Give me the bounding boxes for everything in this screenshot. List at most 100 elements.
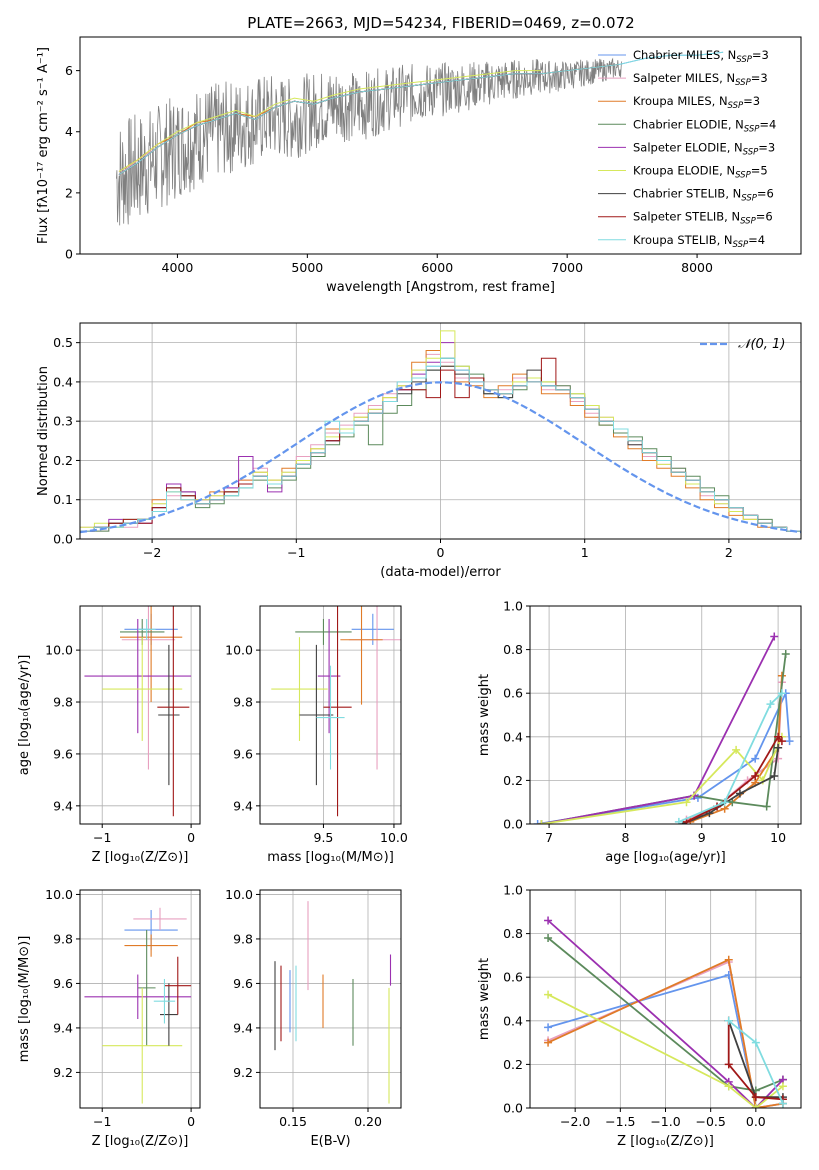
panel-age_vs_mass: 9.5 10.0 9.4 9.6 9.8 10.0 mass [log₁₀(M/M⊙)] [225, 605, 408, 865]
y-axis-label: mass [log₁₀(M/M⊙)] [17, 936, 32, 1063]
weight-point-marker [728, 798, 737, 807]
y-tick-label: 1.0 [503, 599, 523, 614]
y-tick-label: 0.2 [53, 453, 73, 468]
x-axis-label: Z [log₁₀(Z/Z⊙)] [92, 850, 189, 865]
y-tick-label: 10.0 [45, 887, 73, 902]
legend-subscript: SSP [736, 55, 752, 65]
y-tick-label: 10.0 [45, 643, 73, 658]
axes-frame [529, 605, 802, 825]
axes-frame [79, 605, 201, 825]
y-tick-label: 9.6 [53, 976, 73, 991]
y-tick-label: 0.1 [53, 492, 73, 507]
legend-entry: Kroupa STELIB, NSSP=4 [633, 233, 765, 250]
weight-series [682, 732, 786, 824]
error-bar-point [84, 974, 192, 1020]
x-axis-label: Z [log₁₀(Z/Z⊙)] [92, 1134, 189, 1149]
x-tick-label: −2.0 [560, 1114, 590, 1129]
legend-label: Chabrier ELODIE, N [633, 117, 744, 131]
y-tick-label: 0.0 [53, 532, 73, 547]
model-series-line [118, 70, 542, 172]
observed-spectrum-line [116, 57, 623, 226]
x-tick-label: 1 [581, 545, 589, 560]
error-bar-point [102, 637, 183, 741]
weight-point-marker [751, 1104, 760, 1108]
weight-point-marker [544, 990, 553, 999]
error-bar-point [295, 618, 352, 645]
weight-point-marker [724, 1016, 733, 1025]
error-bar-point [102, 987, 183, 1104]
weight-point-marker [774, 743, 783, 752]
x-tick-label: 10.0 [380, 830, 408, 845]
x-axis-label: wavelength [Angstrom, rest frame] [326, 280, 555, 295]
weight-series [537, 632, 779, 824]
weight-point-marker [774, 754, 783, 763]
x-tick-label: 6000 [421, 260, 453, 275]
x-axis-label: (data-model)/error [380, 565, 501, 580]
error-bar-point [120, 606, 183, 703]
weight-point-marker [544, 1038, 553, 1047]
legend-label: Kroupa MILES, N [633, 94, 728, 108]
x-tick-label: −1.0 [650, 1114, 680, 1129]
error-bar-point [133, 907, 187, 931]
axes-frame [259, 889, 402, 1109]
panel-massweight_vs_Z: −2.0 −1.5 −1.0 −0.5 0.0 0.0 0.2 0.4 0.6 0.8 1.0 Z [… [477, 883, 802, 1149]
legend-suffix: =6 [757, 187, 774, 201]
legend-entry: Salpeter STELIB, NSSP=6 [633, 210, 773, 227]
x-tick-label: 2 [725, 545, 733, 560]
weight-series-line [678, 692, 783, 823]
legend-label: Chabrier MILES, N [633, 48, 736, 62]
x-tick-label: 0.15 [279, 1114, 307, 1129]
weight-point-marker [735, 789, 744, 798]
weight-series [674, 689, 786, 824]
x-tick-label: 9 [698, 830, 706, 845]
y-tick-label: 1.0 [503, 883, 523, 898]
weight-point-marker [785, 737, 794, 746]
panel-mass_vs_Z: −1 0 9.2 9.4 9.6 9.8 10.0 Z [log₁₀(Z/Z⊙)] mass [… [17, 887, 201, 1149]
weight-point-marker [770, 632, 779, 641]
data-layer [271, 606, 401, 817]
x-tick-label: −1 [287, 545, 305, 560]
legend-subscript: SSP [735, 171, 751, 181]
y-tick-label: 9.8 [233, 695, 253, 710]
y-tick-label: 0.5 [53, 335, 73, 350]
y-tick-label: 0 [65, 247, 73, 262]
weight-point-marker [751, 1093, 760, 1102]
legend-suffix: =5 [751, 164, 768, 178]
panel-massweight_vs_age: 7 8 9 10 0.0 0.2 0.4 0.6 0.8 1.0 age [log₁₀(age/yr… [477, 599, 802, 865]
legend-label: Kroupa ELODIE, N [633, 164, 735, 178]
weight-point-marker [774, 732, 783, 741]
weight-series [724, 1016, 787, 1108]
y-tick-label: 0.4 [53, 374, 73, 389]
y-tick-label: 9.4 [233, 798, 253, 813]
error-bar-point [299, 644, 334, 786]
panel-spectrum: 4000 5000 6000 7000 8000 0 2 4 6 wavelength [Angs… [36, 36, 802, 295]
y-tick-label: 9.2 [53, 1065, 73, 1080]
weight-point-marker [724, 955, 733, 964]
data-layer [544, 916, 787, 1108]
weight-point-marker [720, 798, 729, 807]
y-tick-label: 0.6 [503, 970, 523, 985]
y-tick-label: 0.2 [503, 1057, 523, 1072]
legend-label: 𝒩(0, 1) [738, 337, 785, 352]
legend-label: Chabrier STELIB, N [633, 187, 741, 201]
weight-series-line [547, 919, 784, 1108]
y-tick-label: 0.8 [503, 642, 523, 657]
figure-title: PLATE=2663, MJD=54234, FIBERID=0469, z=0… [247, 14, 634, 32]
legend-subscript: SSP [740, 217, 756, 227]
y-tick-label: 0.4 [503, 729, 523, 744]
x-tick-label: 0 [187, 830, 195, 845]
weight-point-marker [674, 817, 683, 824]
x-tick-label: −1 [93, 830, 111, 845]
x-axis-label: Z [log₁₀(Z/Z⊙)] [617, 1134, 714, 1149]
y-axis-label: Flux [fλ10⁻¹⁷ erg cm⁻² s⁻¹ A⁻¹] [36, 47, 51, 244]
axes-frame [79, 889, 201, 1109]
y-tick-label: 4 [65, 124, 73, 139]
error-bar-point [153, 978, 176, 1024]
panel-mass_vs_EBV: 0.15 0.20 9.2 9.4 9.6 9.8 10.0 E(B-V) [225, 887, 402, 1149]
x-tick-label: 0.0 [746, 1114, 766, 1129]
legend-label: Salpeter STELIB, N [633, 210, 740, 224]
y-tick-label: 9.6 [233, 746, 253, 761]
weight-point-marker [766, 700, 775, 709]
